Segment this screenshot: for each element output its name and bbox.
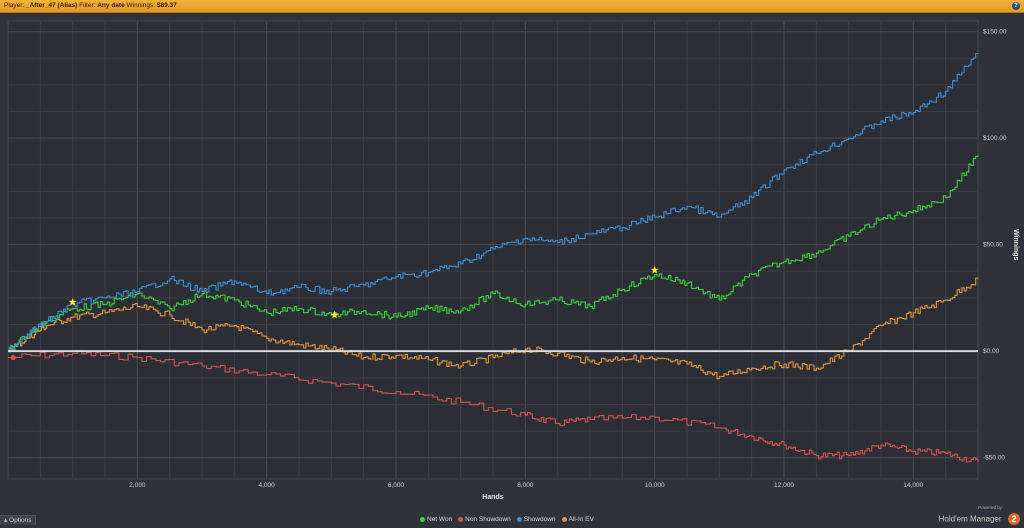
star-marker xyxy=(68,298,77,306)
start-marker xyxy=(10,355,16,361)
x-tick-label: 2,000 xyxy=(129,482,146,489)
chart-legend: Net Won Non Showdown Showdown All-In EV xyxy=(420,516,600,523)
legend-label: Showdown xyxy=(523,516,556,523)
series-line-non-showdown xyxy=(8,350,979,463)
brand-logo: Powered by Hold'em Manager 2 xyxy=(939,505,1020,528)
x-axis-title: Hands xyxy=(482,494,504,501)
winnings-label: Winnings: xyxy=(126,2,156,9)
legend-swatch xyxy=(561,516,567,522)
caret-up-icon: ▴ xyxy=(4,517,8,524)
star-marker xyxy=(330,310,339,319)
legend-item[interactable]: Net Won xyxy=(420,516,452,523)
y-axis-title: Winnings xyxy=(1012,229,1019,261)
legend-item[interactable]: All-In EV xyxy=(561,516,594,523)
player-value: _After_47 (Alias) xyxy=(26,2,78,9)
x-tick-label: 6,000 xyxy=(388,482,405,489)
y-tick-label: $0.00 xyxy=(983,348,1000,355)
legend-item[interactable]: Non Showdown xyxy=(458,516,511,523)
legend-swatch xyxy=(458,516,464,522)
x-tick-label: 12,000 xyxy=(774,482,794,489)
legend-swatch xyxy=(516,516,522,522)
player-label: Player: xyxy=(4,2,25,9)
help-button[interactable]: ? xyxy=(1012,2,1020,10)
legend-label: All-In EV xyxy=(568,516,594,523)
x-tick-label: 8,000 xyxy=(517,482,534,489)
filter-value: Any date xyxy=(97,2,125,9)
winnings-graph: 2,000 4,000 6,000 8,000 10,000 12,000 14,000 $1… xyxy=(7,20,1019,501)
title-bar: Player: _After_47 (Alias) Filter: Any da… xyxy=(0,0,1024,13)
brand-name: Hold'em Manager xyxy=(938,514,1002,524)
star-marker xyxy=(650,266,659,274)
y-tick-label: $150.00 xyxy=(983,29,1007,36)
y-tick-label: -$50.00 xyxy=(983,455,1005,462)
options-button[interactable]: ▴ Options xyxy=(0,515,37,525)
legend-label: Net Won xyxy=(427,516,453,523)
filter-label: Filter: xyxy=(79,2,96,9)
legend-label: Non Showdown xyxy=(465,516,511,523)
y-tick-label: $50.00 xyxy=(983,242,1003,249)
x-tick-label: 14,000 xyxy=(903,482,923,489)
winnings-value: $89.37 xyxy=(156,2,177,9)
legend-item[interactable]: Showdown xyxy=(516,516,556,523)
brand-badge: 2 xyxy=(1008,512,1020,525)
powered-by-label: Powered by xyxy=(978,505,1002,510)
x-tick-label: 10,000 xyxy=(645,482,665,489)
x-tick-label: 4,000 xyxy=(259,482,276,489)
y-tick-label: $100.00 xyxy=(983,135,1007,142)
series-line-showdown xyxy=(8,53,979,352)
series-line-net-won xyxy=(8,155,979,353)
footer-bar: ▴ Options Net Won Non Showdown Showdown All… xyxy=(0,505,1024,525)
legend-swatch xyxy=(420,516,425,522)
options-label: Options xyxy=(9,517,32,524)
series-line-all-in-ev xyxy=(8,277,979,380)
